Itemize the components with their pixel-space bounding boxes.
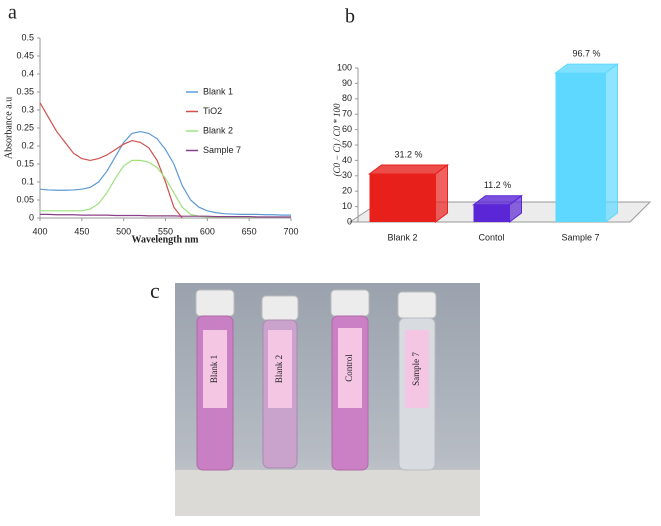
y-tick-label: 40 (342, 155, 352, 165)
tube-label-paper (203, 330, 227, 408)
value-label: 11.2 % (484, 180, 511, 190)
x-tick-label: 450 (74, 226, 89, 236)
tube-label-paper (405, 330, 429, 408)
x-tick-label: 700 (283, 226, 298, 236)
y-tick-label: 0.05 (16, 194, 34, 204)
y-tick-label: 0.35 (16, 86, 34, 96)
y-tick-label: 0 (29, 212, 34, 222)
legend-label: Blank 1 (203, 86, 233, 96)
y-tick-label: 0.15 (16, 158, 34, 168)
legend-label: Sample 7 (203, 145, 241, 155)
x-tick-label: 650 (242, 226, 257, 236)
bar-top (368, 164, 449, 175)
x-tick-label: 400 (32, 226, 47, 236)
y-tick-label: 80 (342, 93, 352, 103)
bar (473, 204, 510, 222)
y-tick-label: 70 (342, 109, 352, 119)
bar-side (605, 63, 618, 223)
tube-label: Control (344, 354, 354, 382)
tube-label-paper (338, 328, 362, 408)
y-tick-label: 0 (347, 216, 352, 226)
y-tick-label: 100 (337, 62, 352, 72)
y-axis-label: Absorbance a.u (3, 97, 14, 159)
tube-label-paper (268, 330, 292, 408)
bar (369, 173, 436, 222)
value-label: 96.7 % (572, 48, 600, 58)
x-tick-label: 550 (158, 226, 173, 236)
y-tick-label: 0.5 (21, 32, 34, 42)
panel-label: b (345, 6, 355, 28)
y-tick-label: 0.3 (21, 104, 34, 114)
y-tick-label: 0.45 (16, 50, 34, 60)
y-tick-label: 30 (342, 170, 352, 180)
y-tick-label: 10 (342, 201, 352, 211)
tube-label: Sample 7 (411, 352, 421, 386)
y-tick-label: 20 (342, 186, 352, 196)
y-tick-label: 0.25 (16, 122, 34, 132)
y-tick-label: 90 (342, 78, 352, 88)
photo: Blank 1 Blank 2 Control Sample 7 (175, 283, 480, 516)
value-label: 31.2 % (394, 149, 422, 159)
y-tick-label: 0.2 (21, 140, 34, 150)
series-line (39, 102, 183, 219)
series-line (40, 213, 291, 218)
bar (555, 73, 606, 222)
panel-label: c (150, 278, 160, 303)
tube-label: Blank 1 (209, 355, 219, 383)
series-line (40, 159, 291, 218)
panel-label: a (8, 2, 17, 24)
y-tick-label: 50 (342, 139, 352, 149)
legend-label: TiO2 (203, 106, 222, 116)
y-tick-label: 60 (342, 124, 352, 134)
x-tick-label: 500 (116, 226, 131, 236)
y-tick-label: 0.1 (21, 176, 34, 186)
x-tick-label: 600 (200, 226, 215, 236)
y-tick-label: 0.4 (21, 68, 34, 78)
series-line (39, 130, 291, 216)
x-tick-label: Blank 2 (387, 232, 417, 242)
y-axis-label: (C0 − C) / C0 * 100 (332, 103, 342, 177)
bar-side (435, 163, 448, 223)
x-tick-label: Sample 7 (561, 232, 599, 242)
x-tick-label: Contol (478, 232, 504, 242)
table (175, 470, 480, 516)
tube-label: Blank 2 (274, 355, 284, 383)
legend-label: Blank 2 (203, 125, 233, 135)
x-axis-label: Wavelength nm (132, 234, 200, 245)
